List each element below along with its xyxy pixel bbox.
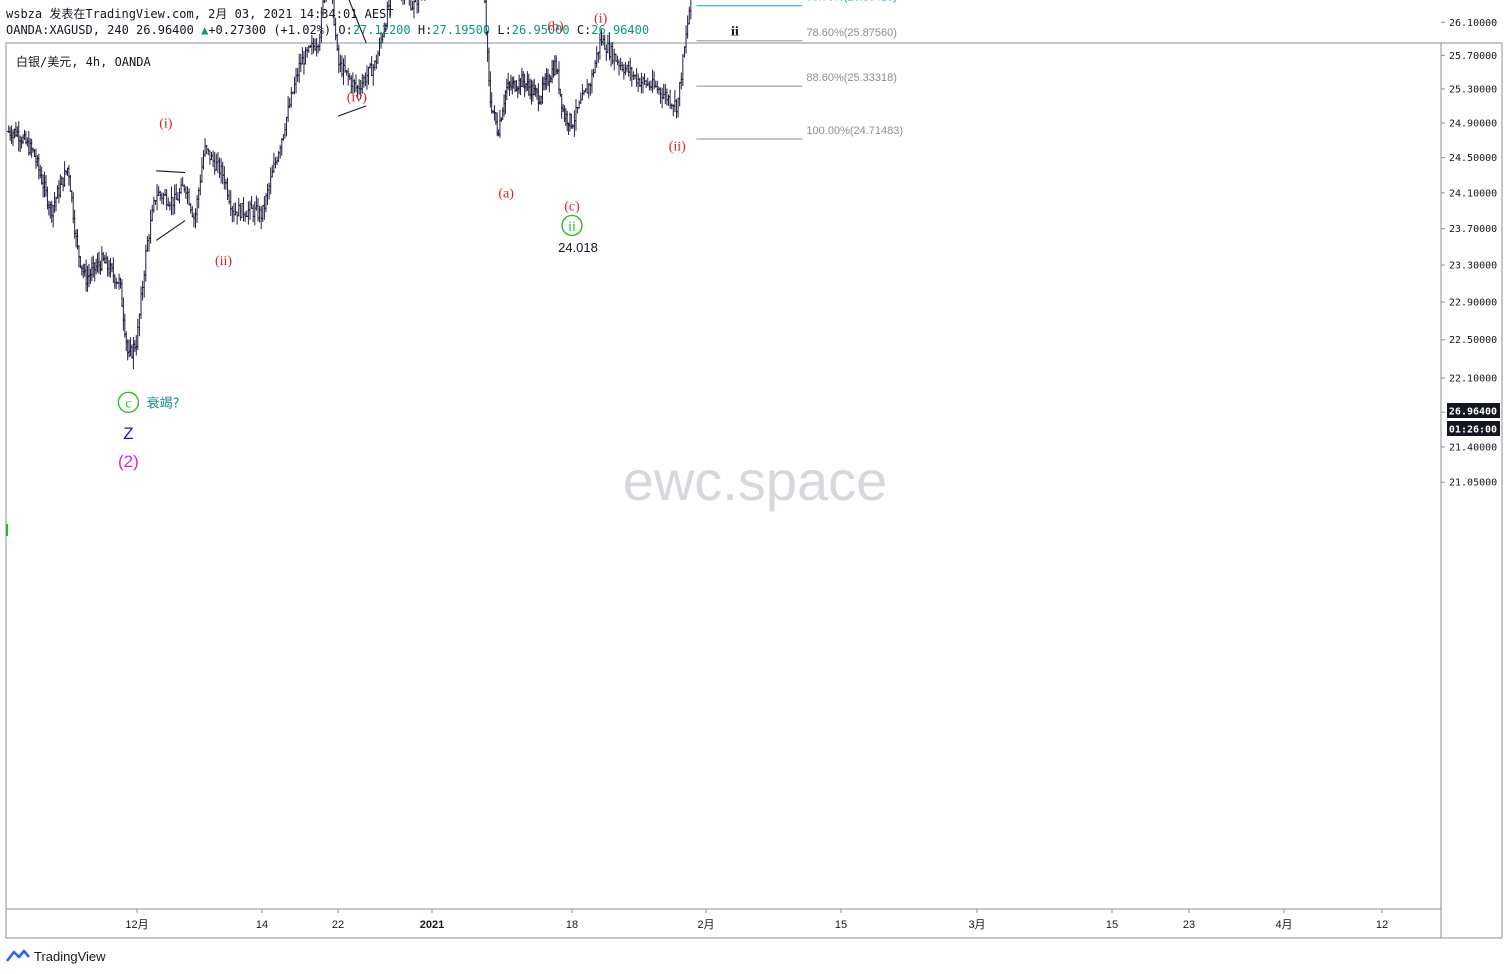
fib-level-label: 78.60%(25.87560) [806, 27, 897, 39]
footer-brand[interactable]: TradingView [6, 946, 106, 966]
fib-level-label: 100.00%(24.71483) [806, 125, 903, 137]
close-key: C: [576, 23, 592, 37]
triangle-1-top[interactable] [156, 170, 186, 174]
tradingview-logo-icon [6, 949, 30, 962]
time-tick-label: 2月 [697, 919, 714, 931]
price-tick-label: 25.30000 [1449, 84, 1497, 95]
low-value: 26.95000 [511, 23, 570, 37]
wave-label: ii [731, 25, 739, 40]
time-tick-label: 2021 [420, 919, 444, 931]
candles [6, 0, 692, 370]
last-price-badge: 26.96400 01:26:00 [1447, 403, 1500, 436]
wave-label: Z [123, 424, 133, 443]
wave-label: (ii) [669, 140, 686, 155]
low-key: L: [497, 23, 512, 37]
time-tick-label: 12月 [125, 919, 148, 931]
high-key: H: [417, 23, 433, 37]
ohlc-bar [289, 87, 294, 108]
wave-label-ring [561, 214, 583, 237]
last-price-value: 26.96400 [1449, 407, 1497, 418]
time-tick-label: 22 [332, 919, 344, 931]
wave-label: (i) [159, 116, 173, 131]
publish-info: wsbza 发表在TradingView.com, 2月 03, 2021 14… [6, 7, 394, 21]
change-up-icon: ▲ [201, 23, 209, 37]
wave-labels: (i)(ii)(iii)(iv)(v)i(a)(b)(c)ii(i)(ii)ii… [117, 11, 739, 471]
fib-level-label: 88.60%(25.33318) [806, 72, 897, 84]
trend-lines[interactable] [155, 0, 367, 241]
swing-low-label: 24.018 [558, 240, 598, 255]
price-tick-label: 24.10000 [1449, 188, 1497, 199]
price-tick-label: 23.30000 [1449, 261, 1497, 272]
ohlc-bar [424, 0, 426, 1]
ohlc-bar [416, 0, 420, 13]
time-tick-label: 23 [1183, 919, 1195, 931]
wave-label: (b) [547, 20, 564, 35]
wave-label: (i) [594, 11, 608, 26]
open-key: O: [338, 23, 353, 37]
ohlc-bar [402, 0, 404, 5]
ohlc-bar [484, 0, 489, 36]
time-tick-label: 3月 [968, 919, 985, 931]
price-tick-label: 25.70000 [1449, 51, 1497, 62]
wave-label: (iv) [347, 91, 368, 106]
wave-label: 衰竭? [147, 395, 180, 411]
chart-title: 白银/美元, 4h, OANDA [16, 54, 151, 69]
time-tick-label: 15 [1106, 919, 1118, 931]
left-edge-marker [6, 524, 8, 536]
symbol-ohlc-line: OANDA:XAGUSD, 240 26.96400 ▲+0.27300 (+1… [6, 23, 649, 37]
wave-label: (2) [118, 452, 139, 471]
change-value: +0.27300 (+1.02%) [208, 23, 332, 37]
price-tick-label: 21.40000 [1449, 442, 1497, 453]
fib-level-label: 70.70%(26.30410) [806, 0, 897, 4]
wave-label: (ii) [215, 254, 232, 269]
triangle-1-bottom[interactable] [155, 220, 186, 241]
wave-label: c [125, 396, 131, 411]
triangle-2-upper[interactable] [338, 0, 367, 44]
ohlc-bar [413, 0, 417, 3]
open-value: 27.12200 [352, 23, 411, 37]
time-tick-label: 12 [1376, 919, 1388, 931]
ohlc-bar [322, 0, 326, 4]
price-tick-label: 26.10000 [1449, 18, 1497, 29]
fib-retracement[interactable]: 0.00%(30.13897)61.80%(26.78685)70.70%(26… [696, 0, 903, 140]
brand-name: TradingView [34, 948, 106, 964]
price-tick-label: 24.90000 [1449, 119, 1497, 130]
high-value: 27.19500 [432, 23, 491, 37]
price-tick-label: 23.70000 [1449, 224, 1497, 235]
symbol-label[interactable]: OANDA:XAGUSD, 240 26.96400 [6, 23, 194, 37]
chart-frame [5, 42, 1503, 939]
wave-label: (c) [564, 200, 580, 215]
price-tick-label: 24.50000 [1449, 153, 1497, 164]
price-tick-label: 22.50000 [1449, 335, 1497, 346]
wave-label-ring [117, 391, 140, 413]
time-axis[interactable]: 12月 14 22 2021 18 2月 15 3月 15 23 4月 12 [125, 909, 1388, 931]
price-tick-label: 21.05000 [1449, 478, 1497, 489]
bar-countdown: 01:26:00 [1449, 425, 1497, 436]
ohlc-bar [404, 0, 406, 5]
close-value: 26.96400 [591, 23, 650, 37]
time-tick-label: 14 [256, 919, 268, 931]
ohlc-bar [408, 0, 410, 6]
triangle-2-lower[interactable] [337, 105, 367, 117]
wave-label: (a) [498, 186, 514, 201]
time-tick-label: 18 [566, 919, 578, 931]
price-tick-label: 22.10000 [1449, 374, 1497, 385]
ohlc-bar [688, 0, 692, 20]
time-tick-label: 15 [835, 919, 847, 931]
time-tick-label: 4月 [1275, 919, 1292, 931]
ohlc-bar [421, 0, 423, 1]
ohlc-bar [388, 0, 391, 17]
wave-label: ii [568, 219, 576, 234]
price-tick-label: 22.90000 [1449, 298, 1497, 309]
watermark: ewc.space [623, 449, 888, 512]
